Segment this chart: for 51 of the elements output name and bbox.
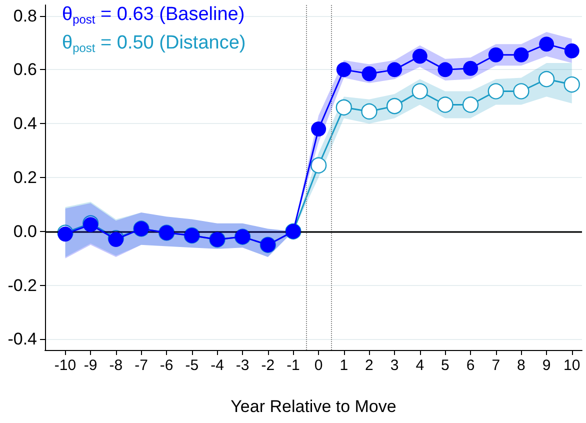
x-tick-label: 2 [365, 357, 374, 374]
point [412, 83, 428, 100]
x-tick-label: 1 [340, 357, 348, 374]
x-tick-label: 3 [390, 357, 399, 374]
x-tick-label: -1 [286, 357, 300, 374]
x-tick-label: -9 [84, 357, 98, 374]
point [463, 60, 478, 76]
y-tick-label: 0.0 [13, 222, 37, 241]
x-tick-label: 0 [314, 357, 323, 374]
y-tick-label: 0.4 [13, 114, 37, 134]
point [539, 36, 554, 52]
y-tick-label: -0.2 [8, 276, 37, 295]
point [564, 76, 580, 93]
y-tick-label: -0.4 [8, 330, 37, 349]
y-tick-label: 0.8 [13, 6, 37, 26]
x-tick-label: 9 [542, 357, 551, 374]
x-tick-label: -3 [236, 357, 250, 374]
point [311, 121, 326, 136]
point [488, 83, 504, 100]
point [412, 48, 428, 64]
point [564, 43, 580, 58]
x-axis-title: Year Relative to Move [230, 397, 396, 416]
x-tick-label: 6 [466, 357, 475, 374]
point [310, 157, 327, 174]
point [514, 47, 529, 62]
x-tick-label: -7 [134, 357, 148, 374]
point [488, 47, 504, 62]
x-tick-label: 8 [517, 357, 526, 374]
y-tick-label: 0.6 [13, 60, 37, 80]
x-tick-label: 4 [416, 357, 424, 374]
point [462, 96, 479, 113]
x-tick-label: 7 [492, 357, 500, 374]
point [513, 83, 530, 100]
point [386, 98, 403, 114]
x-tick-label: -8 [109, 357, 123, 374]
x-tick-label: -6 [160, 357, 174, 374]
x-tick-label: 10 [564, 357, 580, 374]
point [387, 62, 402, 78]
x-tick-label: -10 [54, 357, 76, 374]
point [362, 66, 377, 82]
point [336, 99, 352, 116]
point [361, 103, 378, 120]
x-tick-label: -5 [185, 357, 199, 374]
x-tick-label: -4 [210, 357, 224, 374]
y-tick-label: 0.2 [13, 168, 37, 187]
point [438, 62, 453, 78]
point [336, 62, 352, 78]
x-tick-label: -2 [261, 357, 275, 374]
point [437, 96, 454, 113]
point [538, 71, 555, 88]
x-tick-label: 5 [441, 357, 450, 374]
